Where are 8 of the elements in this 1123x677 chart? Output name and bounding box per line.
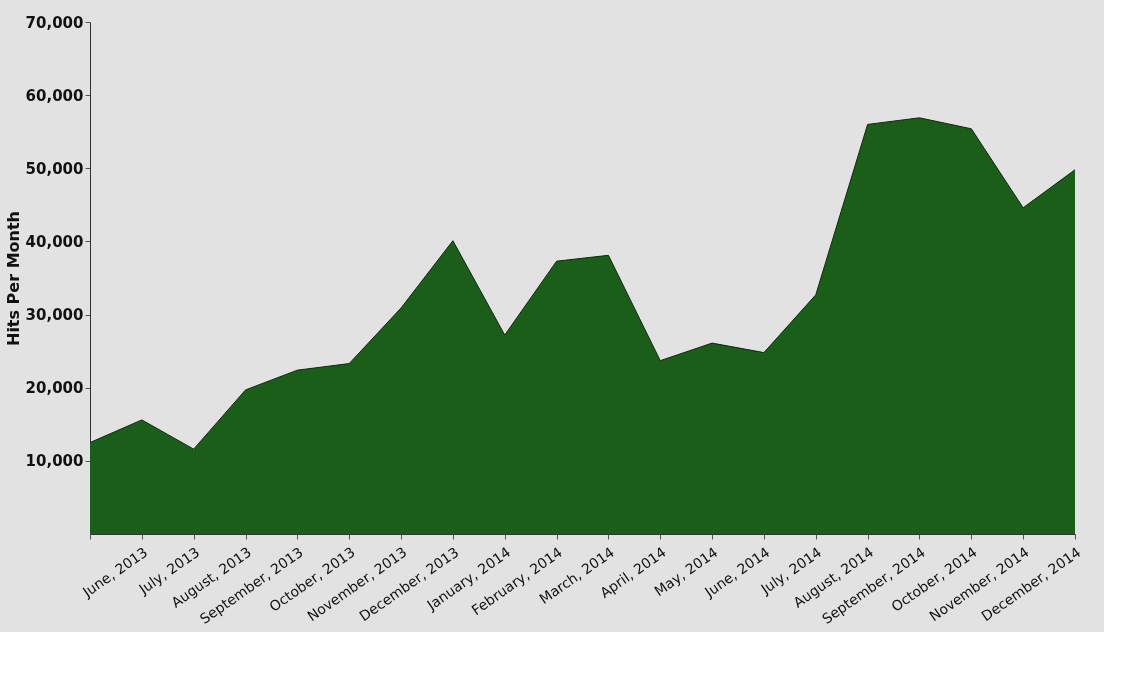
y-tick-label: 60,000 — [25, 86, 84, 105]
y-tick-label: 10,000 — [25, 452, 84, 471]
y-tick-label: 30,000 — [25, 306, 84, 325]
y-tick-label: 40,000 — [25, 232, 84, 251]
y-axis-title: Hits Per Month — [3, 211, 23, 346]
y-tick-label: 20,000 — [25, 379, 84, 398]
y-tick-label: 50,000 — [25, 159, 84, 178]
y-tick-label: 70,000 — [25, 13, 84, 32]
